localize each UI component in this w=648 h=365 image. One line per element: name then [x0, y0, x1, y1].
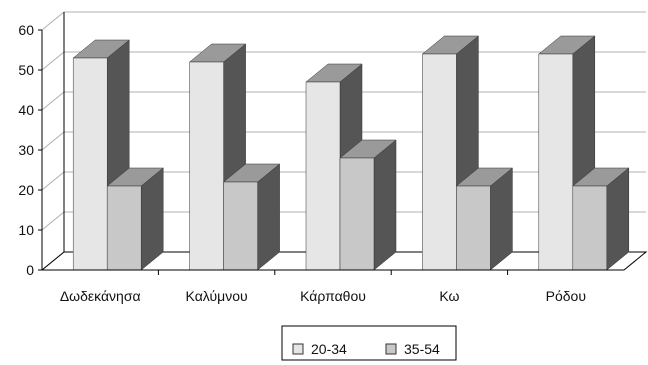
- gridline-diagonal-40: [41, 91, 65, 111]
- bar-front: [106, 185, 142, 271]
- bar-side: [257, 163, 280, 271]
- bar-front: [538, 53, 574, 271]
- gridline-diagonal-10: [41, 211, 65, 231]
- x-tick-label: Κάρπαθου: [300, 288, 366, 304]
- y-tick-label-10: 10: [18, 222, 34, 238]
- y-tick-label-40: 40: [18, 102, 34, 118]
- bar-front: [456, 185, 491, 271]
- y-tick-label-50: 50: [18, 62, 34, 78]
- axis-layer: 0 10 20 30 40 50 60 Δωδεκάνησα Καλύμνου Κάρπαθου Κ…: [18, 22, 624, 304]
- x-tick-label: Ρόδου: [546, 288, 586, 304]
- bar-front: [572, 185, 608, 271]
- x-tick-label: Κω: [439, 288, 459, 304]
- bar: [455, 167, 514, 271]
- legend-swatch-series-2: [385, 343, 397, 355]
- legend-box: [281, 325, 457, 361]
- gridline-diagonal-50: [41, 51, 65, 71]
- gridline-diagonal-60: [41, 11, 65, 31]
- x-tick-label: Δωδεκάνησα: [60, 288, 141, 304]
- gridline-diagonal-20: [41, 171, 65, 191]
- bar-front: [189, 61, 224, 271]
- bar-front: [223, 181, 258, 271]
- bar-front: [72, 57, 108, 271]
- y-tick-label-30: 30: [18, 142, 34, 158]
- bar: [572, 167, 630, 271]
- legend-swatch-series-1: [292, 343, 304, 355]
- legend-label-series-2: 35-54: [404, 341, 440, 357]
- bars-layer: [72, 35, 630, 271]
- y-tick-label-0: 0: [26, 262, 34, 278]
- x-tick-label: Καλύμνου: [186, 288, 248, 304]
- gridline-diagonal-30: [41, 131, 65, 151]
- y-tick-label-60: 60: [18, 22, 34, 38]
- bar-front: [305, 81, 341, 271]
- legend: 20-34 35-54: [281, 325, 457, 361]
- bar-front: [339, 157, 375, 271]
- bar: [339, 139, 397, 271]
- bar-side: [373, 139, 397, 271]
- bar: [106, 167, 164, 271]
- bar: [222, 163, 281, 271]
- y-tick-label-20: 20: [18, 182, 34, 198]
- bar-front: [422, 53, 457, 271]
- legend-label-series-1: 20-34: [311, 341, 347, 357]
